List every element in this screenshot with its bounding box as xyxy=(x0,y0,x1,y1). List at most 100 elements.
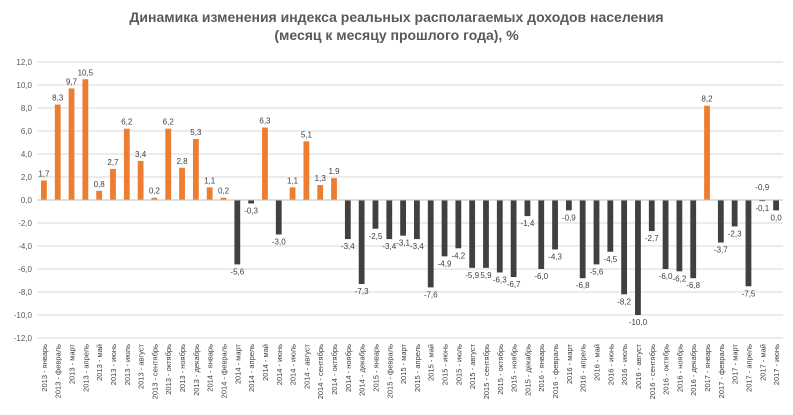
bar xyxy=(41,180,47,200)
data-label: 5,3 xyxy=(190,128,202,137)
y-axis-ticks: 12,0 10,0 8,0 6,0 4,0 2,0 0,0 -2,0 -4,0 -6,0 -8,0 -… xyxy=(14,58,33,343)
bar xyxy=(414,200,420,240)
bar xyxy=(317,185,324,200)
bar xyxy=(206,187,213,200)
x-tick-label: 2015 - февраль xyxy=(385,344,394,398)
x-tick-label: 2014 - апрель xyxy=(247,344,256,392)
data-label: -8,2 xyxy=(617,297,631,306)
x-tick-label: 2015 - май xyxy=(427,344,436,381)
x-tick-label: 2013 - январь xyxy=(40,344,49,392)
data-label: -3,7 xyxy=(714,246,728,255)
y-tick-label: -8,0 xyxy=(18,288,32,297)
x-tick-label: 2016 - август xyxy=(634,343,643,389)
y-tick-label: 8,0 xyxy=(21,104,33,113)
bar xyxy=(275,200,282,235)
bar xyxy=(358,200,365,284)
x-tick-label: 2016 - май xyxy=(593,344,602,381)
data-label: -0,9 xyxy=(755,183,769,192)
x-tick-label: 2013 - октябрь xyxy=(164,344,173,395)
x-tick-label: 2014 - октябрь xyxy=(330,344,339,395)
data-label: 1,7 xyxy=(38,169,50,178)
y-tick-label: 12,0 xyxy=(16,58,32,67)
x-tick-label: 2017 - июнь xyxy=(772,344,781,385)
data-label: -6,2 xyxy=(672,274,686,283)
data-label: -6,7 xyxy=(507,280,521,289)
bar xyxy=(469,200,476,268)
data-label: -2,5 xyxy=(369,232,383,241)
data-label: -2,7 xyxy=(645,234,659,243)
data-labels: 1,7 8,39,710,5 0,8 2,7 6,2 3,4 0,2 6,2 2,8 5,3 1,1… xyxy=(38,68,782,327)
data-label: 1,1 xyxy=(287,176,299,185)
y-tick-label: 6,0 xyxy=(21,127,33,136)
data-label: 0,0 xyxy=(771,213,783,222)
x-tick-label: 2014 - июнь xyxy=(275,344,284,385)
x-tick-label: 2016 - октябрь xyxy=(662,344,671,395)
data-label: -6,3 xyxy=(493,275,507,284)
data-label: -7,5 xyxy=(742,289,756,298)
data-label: -5,6 xyxy=(230,267,244,276)
x-tick-label: 2016 - январь xyxy=(537,344,546,392)
x-tick-label: 2014 - сентябрь xyxy=(316,344,325,399)
bar xyxy=(68,88,75,200)
bar xyxy=(151,197,158,200)
bar xyxy=(510,200,517,278)
x-tick-label: 2015 - октябрь xyxy=(496,344,505,395)
data-label: 0,2 xyxy=(218,187,230,196)
bar xyxy=(54,104,61,200)
bar xyxy=(248,200,255,204)
data-label: 0,2 xyxy=(149,187,161,196)
data-label: 0,8 xyxy=(94,180,106,189)
data-label: 1,1 xyxy=(204,176,216,185)
data-label: -6,8 xyxy=(576,281,590,290)
x-tick-label: 2016 - февраль xyxy=(551,344,560,398)
grid-lines xyxy=(37,61,783,339)
x-tick-label: 2016 - апрель xyxy=(579,344,588,392)
bar xyxy=(262,127,268,200)
data-label: 5,9 xyxy=(480,271,492,280)
bar xyxy=(635,200,641,315)
y-tick-label: 2,0 xyxy=(21,173,33,182)
data-label: -2,3 xyxy=(728,229,742,238)
bar xyxy=(731,200,738,227)
x-tick-label: 2013 - август xyxy=(137,343,146,389)
x-tick-label: 2014 - май xyxy=(261,344,270,381)
data-label: 8,2 xyxy=(701,95,713,104)
data-label: -4,5 xyxy=(603,255,617,264)
bar xyxy=(344,200,351,240)
data-label: 2,7 xyxy=(107,158,119,167)
bar xyxy=(552,200,558,250)
x-tick-label: 2016 - март xyxy=(565,343,574,384)
bars xyxy=(41,79,779,315)
data-label: 6,3 xyxy=(259,117,271,126)
bar xyxy=(690,200,697,279)
data-label: 8,3 xyxy=(52,94,64,103)
x-tick-label: 2013 - июнь xyxy=(109,344,118,385)
data-label: 6,2 xyxy=(121,118,133,127)
x-tick-label: 2014 - ноябрь xyxy=(344,344,353,392)
x-tick-label: 2015 - сентябрь xyxy=(482,344,491,399)
data-label: -3,4 xyxy=(410,242,424,251)
x-tick-label: 2016 - июль xyxy=(620,344,629,385)
data-label: -4,9 xyxy=(438,259,452,268)
data-label: -3,0 xyxy=(272,238,286,247)
x-tick-label: 2013 - февраль xyxy=(54,344,63,398)
data-label: 9,7 xyxy=(66,77,78,86)
x-tick-label: 2015 - апрель xyxy=(413,344,422,392)
bar xyxy=(165,128,172,200)
x-tick-label: 2016 - июнь xyxy=(606,344,615,385)
x-tick-label: 2014 - март xyxy=(233,343,242,384)
bar xyxy=(123,128,130,200)
bar xyxy=(82,79,89,200)
x-tick-label: 2016 - декабрь xyxy=(689,344,698,396)
bar xyxy=(773,200,779,211)
x-tick-label: 2013 - март xyxy=(68,343,77,384)
data-label: -4,2 xyxy=(451,251,465,260)
bar xyxy=(386,200,393,240)
data-label: -3,4 xyxy=(341,242,355,251)
x-tick-label: 2013 - апрель xyxy=(81,344,90,392)
bar xyxy=(593,200,600,265)
bar xyxy=(524,200,531,217)
x-axis-labels: 2013 - январь 2013 - февраль 2013 - март 20… xyxy=(40,343,781,399)
bar xyxy=(745,200,752,287)
